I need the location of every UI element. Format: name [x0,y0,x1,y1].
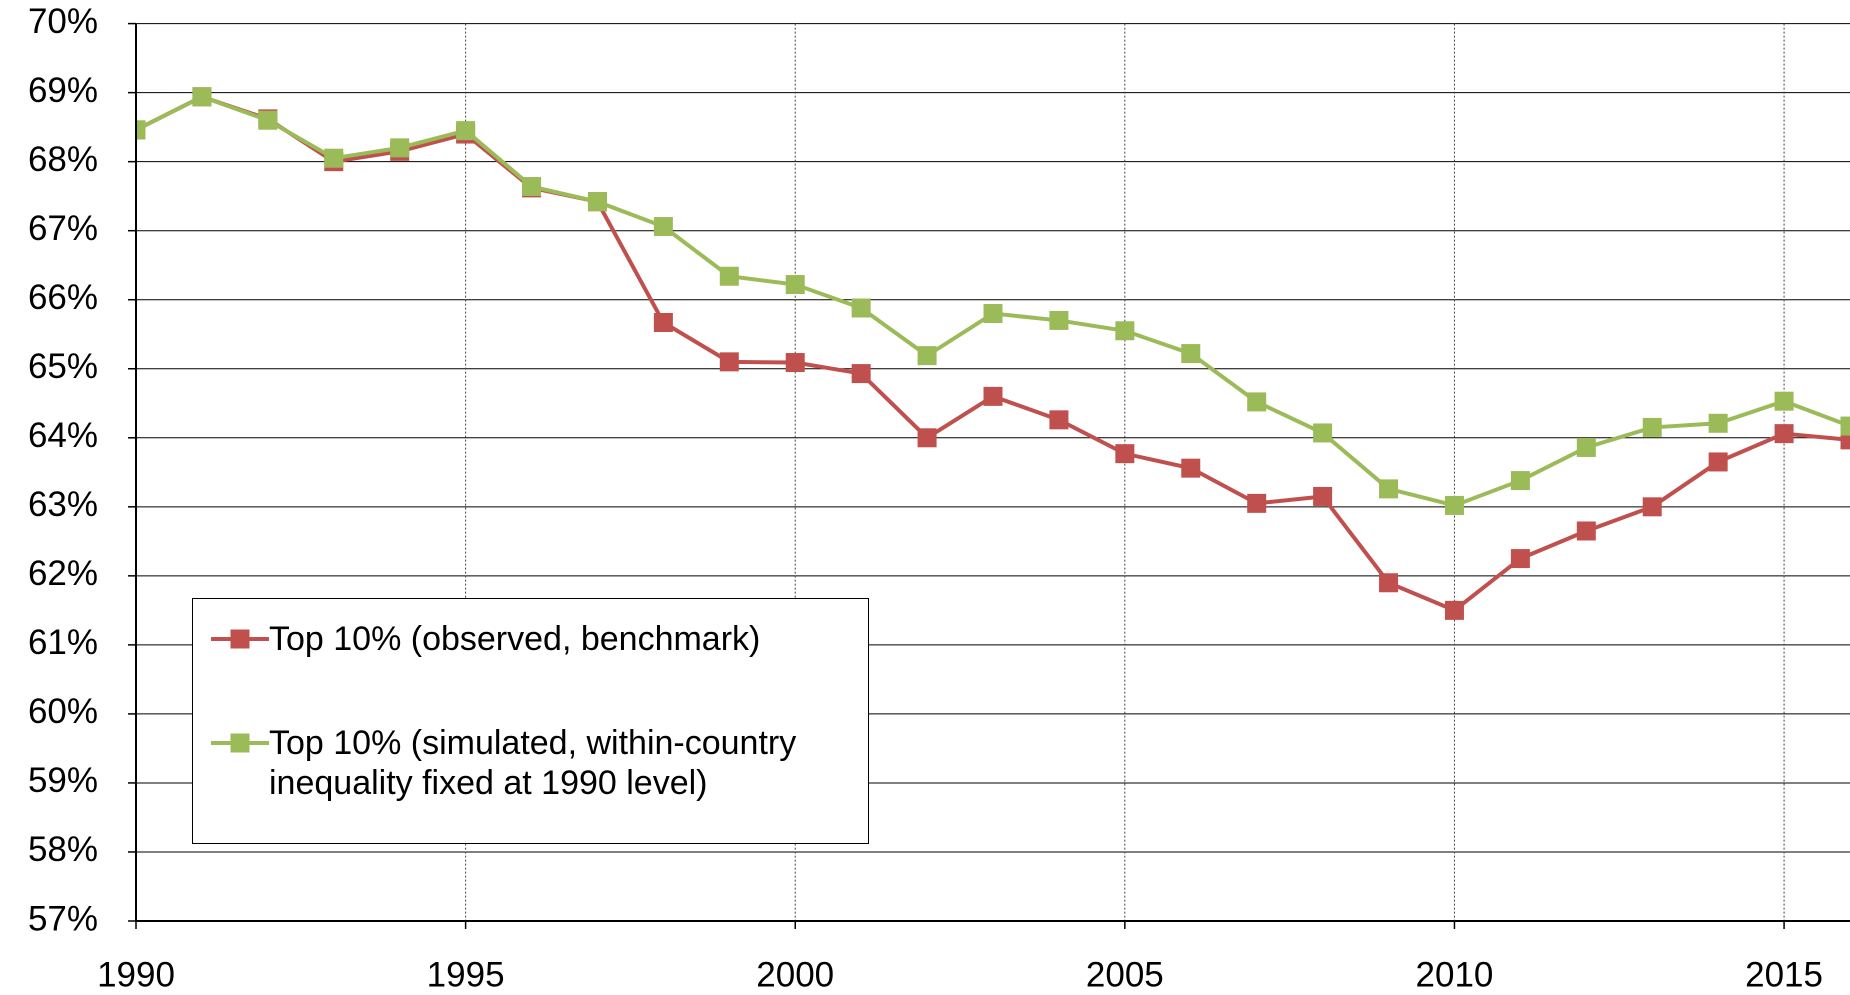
marker [1576,521,1596,541]
marker [522,177,542,197]
marker [1313,423,1333,443]
x-tick-label: 2015 [1745,955,1823,994]
y-tick-label: 61% [28,623,98,662]
marker [1444,600,1464,620]
legend-swatch [211,629,269,649]
legend-label: Top 10% (observed, benchmark) [269,620,761,658]
marker [653,313,673,333]
marker [1181,344,1201,364]
marker [456,121,476,141]
marker [851,364,871,384]
marker [1379,573,1399,593]
marker [1774,391,1794,411]
marker [917,346,937,366]
marker [1181,458,1201,478]
y-tick-label: 70% [28,2,98,41]
x-tick-label: 1995 [427,955,505,994]
marker [1510,549,1530,569]
marker [785,275,805,295]
marker [258,110,278,130]
legend-entry: Top 10% (observed, benchmark) [211,619,849,659]
marker [1247,392,1267,412]
marker [851,298,871,318]
marker [983,304,1003,324]
marker [1774,424,1794,444]
x-tick-label: 2010 [1416,955,1494,994]
marker [785,353,805,373]
marker [1049,310,1069,330]
marker [1840,430,1850,450]
y-tick-label: 66% [28,278,98,317]
y-tick-label: 63% [28,485,98,524]
x-tick-label: 1990 [97,955,175,994]
marker [1115,321,1135,341]
y-tick-label: 58% [28,830,98,869]
marker [1840,416,1850,436]
y-tick-label: 68% [28,140,98,179]
marker [983,386,1003,406]
marker [192,87,212,107]
x-tick-label: 2005 [1086,955,1164,994]
marker [719,266,739,286]
marker [1444,495,1464,515]
marker [1642,417,1662,437]
grid [136,23,1850,922]
y-tick-label: 57% [28,899,98,938]
legend-entry: Top 10% (simulated, within-country inequ… [211,723,849,803]
y-tick-label: 62% [28,554,98,593]
legend-label: Top 10% (simulated, within-country inequ… [269,724,797,802]
marker [1049,410,1069,430]
marker [390,138,410,158]
marker [1708,452,1728,472]
marker [1576,437,1596,457]
y-tick-label: 59% [28,761,98,800]
marker [324,148,344,168]
y-tick-label: 64% [28,416,98,455]
series-layer [136,87,1850,620]
legend: Top 10% (observed, benchmark) Top 10% (si… [192,598,869,844]
marker [1708,413,1728,433]
x-tick-label: 2000 [756,955,834,994]
marker [1642,497,1662,517]
marker [136,120,146,140]
marker [719,352,739,372]
marker [1313,486,1333,506]
y-tick-label: 67% [28,209,98,248]
axes: 57% 58% 59% 60% 61% 62% 63% 64% 65% 66% 67% 68% 69% 7… [28,2,1850,994]
marker [1379,479,1399,499]
y-tick-label: 69% [28,71,98,110]
marker [1510,471,1530,491]
y-tick-label: 60% [28,692,98,731]
marker [653,217,673,237]
marker [917,428,937,448]
marker [587,192,607,212]
legend-swatch [211,733,269,753]
marker [1247,493,1267,513]
y-tick-label: 65% [28,347,98,386]
marker [1115,444,1135,464]
